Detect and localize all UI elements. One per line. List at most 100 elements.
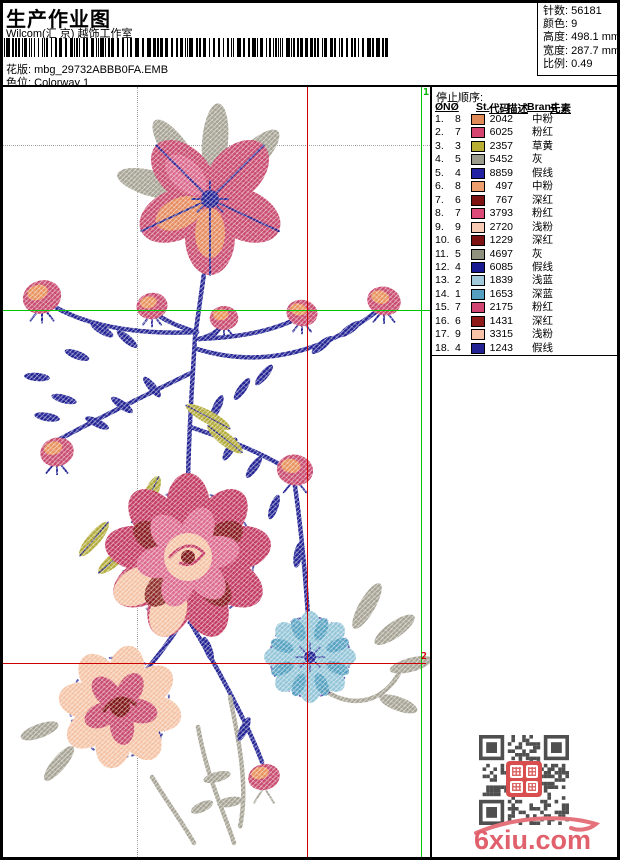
embroidery-design	[2, 87, 430, 857]
column-header: 元素	[550, 103, 571, 115]
stop-number: 2.	[435, 126, 444, 139]
color-swatch	[471, 221, 485, 233]
header-divider	[0, 85, 620, 87]
needle-number: 2	[455, 274, 461, 287]
stop-number: 18.	[435, 341, 450, 354]
pattern-filename: mbg_29732ABBB0FA.EMB	[34, 64, 169, 76]
end-guide-horizontal	[2, 663, 426, 664]
table-row: 14. 1 1653 深蓝	[432, 288, 620, 301]
column-header: Brand	[527, 101, 558, 113]
table-row: 3. 3 2357 草黄	[432, 140, 620, 153]
page-border	[617, 0, 620, 860]
needle-number: 4	[455, 166, 461, 179]
stop-number: 17.	[435, 328, 450, 341]
seal-glyph	[510, 780, 523, 793]
needle-number: 6	[455, 234, 461, 247]
color-swatch	[471, 181, 485, 193]
start-guide-horizontal	[2, 310, 430, 311]
stop-number: 9.	[435, 220, 444, 233]
start-point-marker: 1	[423, 87, 430, 98]
color-description: 深蓝	[532, 287, 553, 300]
stop-number: 16.	[435, 314, 450, 327]
needle-number: 5	[455, 153, 461, 166]
pattern-file-line: 花版: mbg_29732ABBB0FA.EMB	[6, 61, 168, 77]
needle-number: 8	[455, 180, 461, 193]
color-description: 灰	[532, 247, 543, 260]
column-header: 描述	[507, 103, 528, 115]
stop-number: 13.	[435, 274, 450, 287]
color-swatch	[471, 342, 485, 354]
color-swatch	[471, 248, 485, 260]
column-header: NØ	[443, 101, 459, 113]
color-swatch	[471, 302, 485, 314]
stitch-count: 8859	[489, 166, 513, 179]
needle-number: 7	[455, 207, 461, 220]
stitch-count: 6085	[489, 260, 513, 273]
table-row: 5. 4 8859 假线	[432, 167, 620, 180]
color-description: 浅粉	[532, 328, 553, 341]
table-row: 7. 6 767 深红	[432, 194, 620, 207]
stop-number: 5.	[435, 166, 444, 179]
seal-glyph	[510, 765, 523, 778]
stitch-count: 4697	[489, 247, 513, 260]
stop-number: 11.	[435, 247, 449, 260]
color-swatch	[471, 275, 485, 287]
stitch-count: 2042	[489, 113, 513, 125]
table-row: 11. 5 4697 灰	[432, 248, 620, 261]
color-swatch	[471, 127, 485, 139]
column-header: St.	[476, 101, 490, 113]
red-seal	[506, 761, 542, 797]
color-description: 深红	[532, 234, 553, 247]
stitch-count: 1839	[489, 274, 513, 287]
table-row: 17. 9 3315 浅粉	[432, 328, 620, 341]
stitch-count: 2720	[489, 220, 513, 233]
needle-number: 6	[455, 193, 461, 206]
stitch-count: 5452	[489, 153, 513, 166]
stitch-count: 1653	[489, 287, 513, 300]
stat-line: 针数: 56181	[543, 5, 602, 17]
color-swatch	[471, 167, 485, 179]
stitch-count: 1229	[489, 234, 513, 247]
stop-number: 10.	[435, 234, 450, 247]
stop-number: 15.	[435, 301, 450, 314]
column-header: Ø	[435, 101, 444, 113]
stat-line: 比例: 0.49	[543, 57, 593, 70]
page-border	[0, 0, 3, 860]
color-description: 中粉	[532, 113, 553, 125]
color-description: 粉红	[532, 126, 553, 139]
color-swatch	[471, 315, 485, 327]
stitch-count: 497	[495, 180, 513, 193]
stop-number: 8.	[435, 207, 444, 220]
studio-name: Wilcom(汇 京) 越饰工作室	[6, 28, 133, 40]
color-swatch	[471, 288, 485, 300]
stop-number: 12.	[435, 260, 450, 273]
watermark-text: 6xiu.com	[474, 825, 592, 855]
color-description: 浅蓝	[532, 274, 553, 287]
needle-number: 8	[455, 113, 461, 125]
stop-sequence-title: 停止顺序:	[436, 92, 484, 104]
table-row: 10. 6 1229 深红	[432, 234, 620, 247]
start-guide-vertical	[421, 87, 422, 857]
needle-number: 4	[455, 260, 461, 273]
color-swatch	[471, 235, 485, 247]
color-description: 假线	[532, 260, 553, 273]
stitch-count: 2357	[489, 139, 513, 152]
stop-sequence-header-row: Ø NØ St. 代码 描述 Brand 元素	[432, 101, 620, 115]
color-description: 粉红	[532, 301, 553, 314]
color-description: 灰	[532, 153, 543, 166]
stitch-count: 6025	[489, 126, 513, 139]
color-description: 假线	[532, 166, 553, 179]
design-stats-box: 针数: 56181 颜色: 9 高度: 498.1 mm 宽度: 287.7 mm 比例…	[537, 3, 620, 76]
needle-number: 7	[455, 126, 461, 139]
stop-number: 6.	[435, 180, 444, 193]
seal-glyph	[525, 765, 538, 778]
table-row: 18. 4 1243 假线	[432, 342, 620, 355]
color-description: 浅粉	[532, 220, 553, 233]
table-row: 4. 5 5452 灰	[432, 153, 620, 166]
stop-number: 14.	[435, 287, 450, 300]
stitch-count: 1243	[489, 341, 513, 354]
color-swatch	[471, 261, 485, 273]
qr-code	[479, 735, 569, 825]
design-canvas: 1 2	[2, 87, 430, 857]
